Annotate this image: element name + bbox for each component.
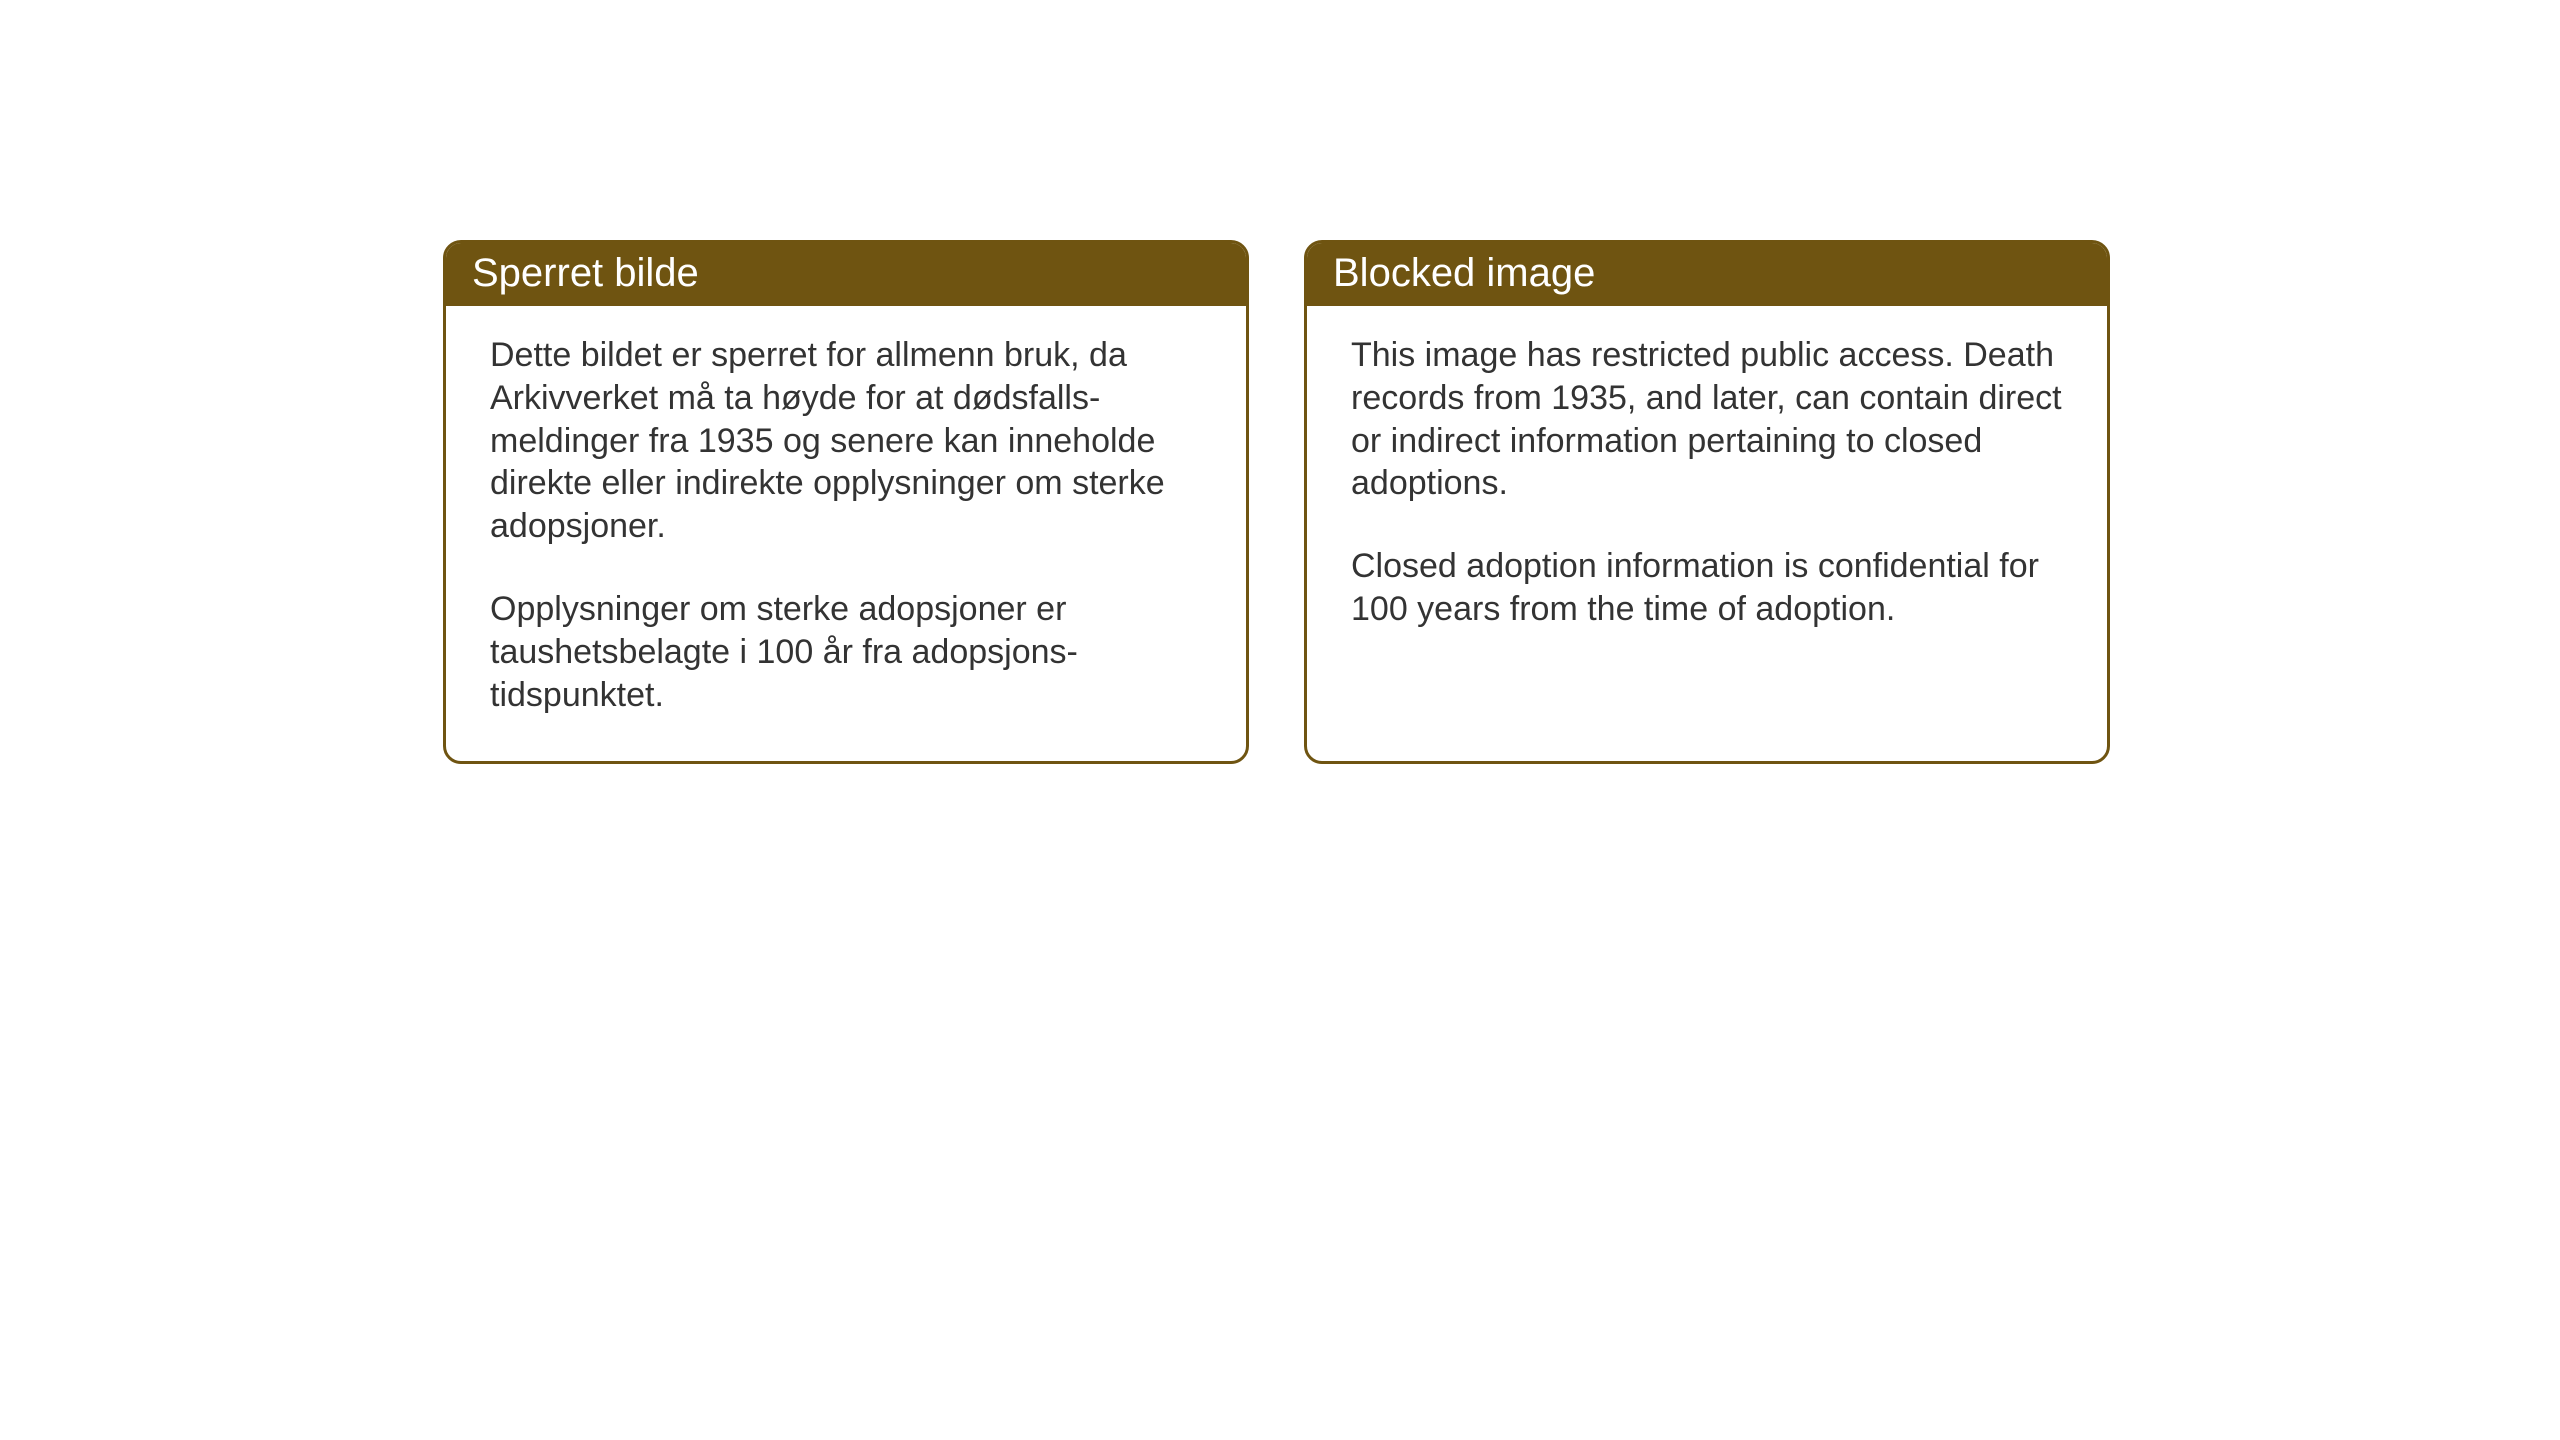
card-title-norwegian: Sperret bilde	[472, 251, 699, 295]
card-paragraph-english-1: This image has restricted public access.…	[1351, 334, 2063, 505]
card-english: Blocked image This image has restricted …	[1304, 240, 2110, 764]
card-title-english: Blocked image	[1333, 251, 1595, 295]
card-paragraph-norwegian-1: Dette bildet er sperret for allmenn bruk…	[490, 334, 1202, 548]
card-paragraph-norwegian-2: Opplysninger om sterke adopsjoner er tau…	[490, 588, 1202, 716]
card-norwegian: Sperret bilde Dette bildet er sperret fo…	[443, 240, 1249, 764]
card-header-english: Blocked image	[1307, 243, 2107, 306]
card-body-english: This image has restricted public access.…	[1307, 306, 2107, 675]
cards-container: Sperret bilde Dette bildet er sperret fo…	[443, 240, 2110, 764]
card-paragraph-english-2: Closed adoption information is confident…	[1351, 545, 2063, 631]
card-header-norwegian: Sperret bilde	[446, 243, 1246, 306]
card-body-norwegian: Dette bildet er sperret for allmenn bruk…	[446, 306, 1246, 761]
